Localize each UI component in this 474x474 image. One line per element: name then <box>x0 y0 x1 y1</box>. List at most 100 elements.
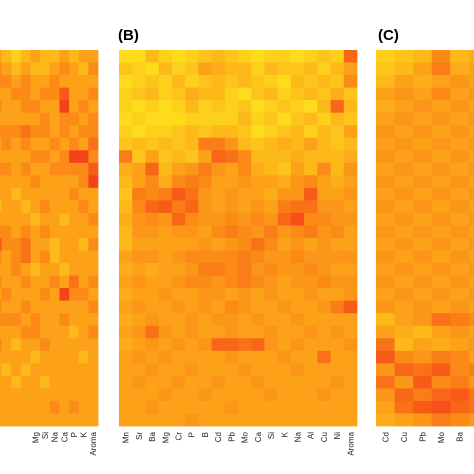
heatmap-cell <box>211 175 226 189</box>
heatmap-cell <box>394 413 414 427</box>
heatmap-cell <box>238 137 252 151</box>
heatmap-cell <box>40 87 51 101</box>
heatmap-cell <box>49 300 60 314</box>
heatmap-cell <box>198 413 212 427</box>
heatmap-cell <box>264 75 279 88</box>
heatmap-cell <box>132 275 146 289</box>
heatmap-cell <box>290 150 305 164</box>
heatmap-cell <box>238 250 252 264</box>
heatmap-cell <box>30 137 41 151</box>
heatmap-cell <box>88 288 99 302</box>
heatmap-cell <box>185 300 199 314</box>
heatmap-cell <box>30 187 41 201</box>
heatmap-cell <box>450 162 470 176</box>
heatmap-cell <box>49 137 60 151</box>
heatmap-cell <box>40 162 51 176</box>
heatmap-cell <box>158 263 173 276</box>
heatmap-cell <box>394 212 414 226</box>
heatmap-cell <box>211 388 226 402</box>
heatmap-cell <box>11 137 22 151</box>
heatmap-cell <box>0 300 3 314</box>
heatmap-cell <box>0 288 3 302</box>
heatmap-cell <box>40 200 51 214</box>
heatmap-cell <box>224 325 239 339</box>
heatmap-cell <box>431 288 451 302</box>
heatmap-cell <box>171 263 186 276</box>
heatmap-cell <box>119 137 133 151</box>
heatmap-cell <box>277 325 292 339</box>
heatmap-cell <box>171 225 186 239</box>
heatmap-cell <box>211 400 226 414</box>
heatmap-cell <box>40 288 51 302</box>
heatmap-cell <box>431 175 451 189</box>
heatmap-cell <box>264 187 279 201</box>
heatmap-cell <box>290 87 305 101</box>
heatmap-cell <box>317 363 331 377</box>
heatmap-cell <box>20 62 31 76</box>
heatmap-cell <box>119 375 133 389</box>
heatmap-cell <box>224 112 239 126</box>
heatmap-cell <box>343 313 358 327</box>
heatmap-cell <box>277 212 292 226</box>
heatmap-cell <box>40 263 51 276</box>
heatmap-cell <box>119 288 133 302</box>
heatmap-cell <box>59 363 70 377</box>
heatmap-cell <box>69 238 80 251</box>
heatmap-cell <box>468 200 474 214</box>
heatmap-cell <box>88 112 99 126</box>
heatmap-cell <box>343 87 358 101</box>
heatmap-cell <box>145 137 160 151</box>
heatmap-cell <box>290 263 305 276</box>
heatmap-cell <box>376 288 395 302</box>
heatmap-cell <box>450 100 470 114</box>
heatmap-cell <box>304 300 318 314</box>
heatmap-cell <box>317 100 331 114</box>
heatmap-cell <box>304 187 318 201</box>
heatmap-cell <box>431 350 451 364</box>
heatmap-cell <box>158 275 173 289</box>
heatmap-cell <box>468 125 474 139</box>
heatmap-cell <box>304 250 318 264</box>
heatmap-cell <box>468 112 474 126</box>
heatmap-cell <box>132 225 146 239</box>
heatmap-cell <box>238 238 252 251</box>
heatmap-cell <box>376 313 395 327</box>
heatmap-cell <box>59 137 70 151</box>
heatmap-cell <box>1 375 12 389</box>
heatmap-cell <box>376 212 395 226</box>
heatmap-cell <box>119 263 133 276</box>
heatmap-cell <box>264 175 279 189</box>
heatmap-cell <box>0 375 3 389</box>
heatmap-cell <box>30 162 41 176</box>
heatmap-cell <box>343 50 358 63</box>
heatmap-cell <box>132 200 146 214</box>
heatmap-cell <box>185 125 199 139</box>
heatmap-cell <box>171 388 186 402</box>
heatmap-cell <box>145 238 160 251</box>
heatmap-cell <box>238 187 252 201</box>
heatmap-cell <box>330 50 345 63</box>
heatmap-cell <box>343 150 358 164</box>
heatmap-cell <box>119 413 133 427</box>
heatmap-cell <box>1 413 12 427</box>
heatmap-cell <box>198 125 212 139</box>
heatmap-cell <box>238 400 252 414</box>
heatmap-cell <box>251 137 265 151</box>
heatmap-cell <box>145 375 160 389</box>
heatmap-cell <box>277 413 292 427</box>
heatmap-cell <box>49 325 60 339</box>
heatmap-cell <box>224 125 239 139</box>
heatmap-cell <box>304 388 318 402</box>
heatmap-cell <box>145 325 160 339</box>
heatmap-cell <box>264 125 279 139</box>
heatmap-cell <box>171 112 186 126</box>
heatmap-cell <box>317 162 331 176</box>
heatmap-cell <box>224 87 239 101</box>
heatmap-cell <box>376 62 395 76</box>
heatmap-cell <box>198 363 212 377</box>
heatmap-cell <box>40 300 51 314</box>
heatmap-cell <box>304 325 318 339</box>
heatmap-cell <box>224 375 239 389</box>
heatmap-cell <box>171 62 186 76</box>
heatmap-cell <box>145 250 160 264</box>
